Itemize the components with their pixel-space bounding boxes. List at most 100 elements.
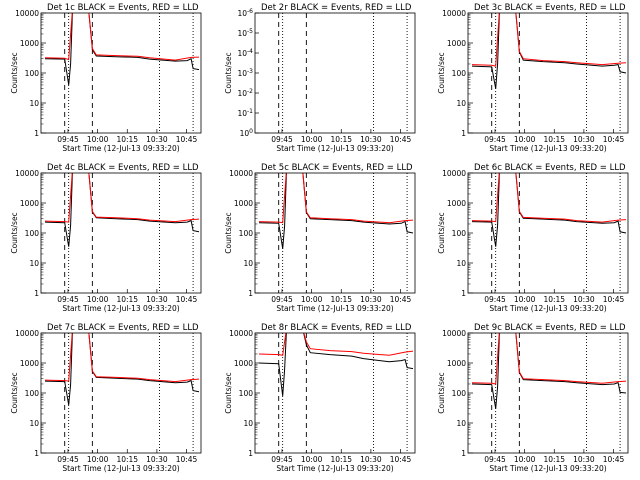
plot-frame <box>40 172 202 294</box>
x-tick-label: 10:15 <box>330 135 352 144</box>
y-tick-exponent: -2 <box>247 88 253 95</box>
y-tick-label: 10 <box>29 419 39 428</box>
y-tick-label: 100 <box>452 229 467 238</box>
y-axis-label: Counts/sec <box>10 212 19 253</box>
x-axis-label: Start Time (12-Jul-13 09:33:20) <box>62 144 179 153</box>
lld-line <box>44 173 200 223</box>
y-axis-label: Counts/sec <box>437 52 446 93</box>
plot-frame <box>254 172 416 294</box>
x-tick-label: 10:45 <box>390 455 412 464</box>
y-tick-label: 10000 <box>229 169 253 178</box>
x-tick-label: 10:45 <box>603 455 625 464</box>
plot-frame <box>40 12 202 134</box>
events-line <box>44 173 200 247</box>
x-tick-label: 10:15 <box>330 455 352 464</box>
x-tick-label: 10:00 <box>87 295 109 304</box>
lld-line <box>44 13 200 61</box>
y-tick-label: 100 <box>25 389 40 398</box>
x-tick-label: 10:45 <box>176 455 198 464</box>
y-tick-label: 10 <box>456 99 466 108</box>
x-tick-label: 10:15 <box>330 295 352 304</box>
y-tick-label: 1 <box>34 129 39 138</box>
x-tick-label: 10:15 <box>543 295 565 304</box>
y-tick-exponent: -3 <box>247 68 253 75</box>
y-tick-label: 1000 <box>20 39 39 48</box>
x-tick-label: 10:00 <box>87 455 109 464</box>
y-axis-label: Counts/sec <box>437 372 446 413</box>
plot-frame <box>467 12 629 134</box>
y-tick-base: 10 <box>237 89 247 98</box>
y-tick-label: 10-4 <box>237 48 253 58</box>
panel-title: Det 6c BLACK = Events, RED = LLD <box>474 163 626 173</box>
panel-title: Det 1c BLACK = Events, RED = LLD <box>47 3 199 13</box>
x-axis-label: Start Time (12-Jul-13 09:33:20) <box>62 464 179 473</box>
y-tick-label: 10000 <box>15 329 39 338</box>
x-tick-label: 09:45 <box>484 295 506 304</box>
x-tick-label: 10:45 <box>603 135 625 144</box>
y-tick-label: 100 <box>452 389 467 398</box>
y-tick-label: 100 <box>240 128 254 138</box>
x-tick-label: 09:45 <box>484 455 506 464</box>
y-tick-label: 100 <box>452 69 467 78</box>
panel-title: Det 5c BLACK = Events, RED = LLD <box>261 163 413 173</box>
x-tick-label: 10:00 <box>301 455 323 464</box>
y-tick-label: 1 <box>461 449 466 458</box>
x-axis-label: Start Time (12-Jul-13 09:33:20) <box>276 464 393 473</box>
y-tick-label: 10 <box>456 419 466 428</box>
y-tick-base: 10 <box>237 29 247 38</box>
panel-title: Det 9c BLACK = Events, RED = LLD <box>474 323 626 333</box>
y-axis-label: Counts/sec <box>224 52 233 93</box>
y-tick-label: 1 <box>461 289 466 298</box>
detector-panel: Det 8r BLACK = Events, RED = LLD 1 10 100 10… <box>224 323 416 473</box>
y-tick-label: 1000 <box>20 359 39 368</box>
y-tick-base: 10 <box>237 49 247 58</box>
x-tick-label: 10:30 <box>360 135 382 144</box>
x-tick-label: 10:30 <box>146 135 168 144</box>
detector-panel: Det 7c BLACK = Events, RED = LLD 1 10 100 10… <box>10 323 202 473</box>
detector-panel: Det 3c BLACK = Events, RED = LLD 1 10 100 10… <box>437 3 629 153</box>
x-tick-label: 10:45 <box>603 295 625 304</box>
y-tick-label: 10-2 <box>237 88 253 98</box>
y-tick-base: 10 <box>237 9 247 18</box>
lld-line <box>258 333 414 356</box>
detector-panel: Det 2r BLACK = Events, RED = LLD10010-11… <box>224 3 416 153</box>
x-tick-label: 10:00 <box>514 295 536 304</box>
plot-frame <box>254 332 416 454</box>
events-line <box>471 333 627 409</box>
x-tick-label: 10:45 <box>390 295 412 304</box>
x-axis-label: Start Time (12-Jul-13 09:33:20) <box>489 464 606 473</box>
y-tick-label: 1 <box>34 289 39 298</box>
y-tick-exponent: -4 <box>247 48 253 55</box>
x-tick-label: 10:30 <box>360 295 382 304</box>
detector-panel: Det 4c BLACK = Events, RED = LLD 1 10 100 10… <box>10 163 202 313</box>
y-tick-label: 1000 <box>447 359 466 368</box>
x-tick-label: 10:00 <box>514 455 536 464</box>
panel-title: Det 3c BLACK = Events, RED = LLD <box>474 3 626 13</box>
y-tick-label: 1000 <box>234 199 253 208</box>
y-tick-exponent: 0 <box>249 128 253 135</box>
x-tick-label: 10:15 <box>116 295 138 304</box>
y-tick-label: 10000 <box>442 169 466 178</box>
x-axis-label: Start Time (12-Jul-13 09:33:20) <box>276 144 393 153</box>
y-tick-label: 1 <box>248 449 253 458</box>
y-tick-exponent: -1 <box>247 108 253 115</box>
y-tick-label: 10 <box>29 99 39 108</box>
y-tick-label: 10 <box>456 259 466 268</box>
x-tick-label: 10:00 <box>301 135 323 144</box>
plot-frame <box>254 12 416 134</box>
y-tick-label: 100 <box>239 229 254 238</box>
x-tick-label: 10:00 <box>514 135 536 144</box>
x-tick-label: 10:30 <box>573 295 595 304</box>
detector-panel: Det 9c BLACK = Events, RED = LLD 1 10 100 10… <box>437 323 629 473</box>
y-tick-label: 10000 <box>229 329 253 338</box>
x-tick-label: 10:15 <box>543 135 565 144</box>
y-tick-label: 10-5 <box>237 28 253 38</box>
detector-panel: Det 5c BLACK = Events, RED = LLD 1 10 100 10… <box>224 163 416 313</box>
x-axis-label: Start Time (12-Jul-13 09:33:20) <box>62 304 179 313</box>
y-tick-label: 100 <box>239 389 254 398</box>
x-tick-label: 09:45 <box>271 455 293 464</box>
y-tick-label: 1 <box>34 449 39 458</box>
events-line <box>471 173 627 247</box>
x-tick-label: 10:00 <box>301 295 323 304</box>
